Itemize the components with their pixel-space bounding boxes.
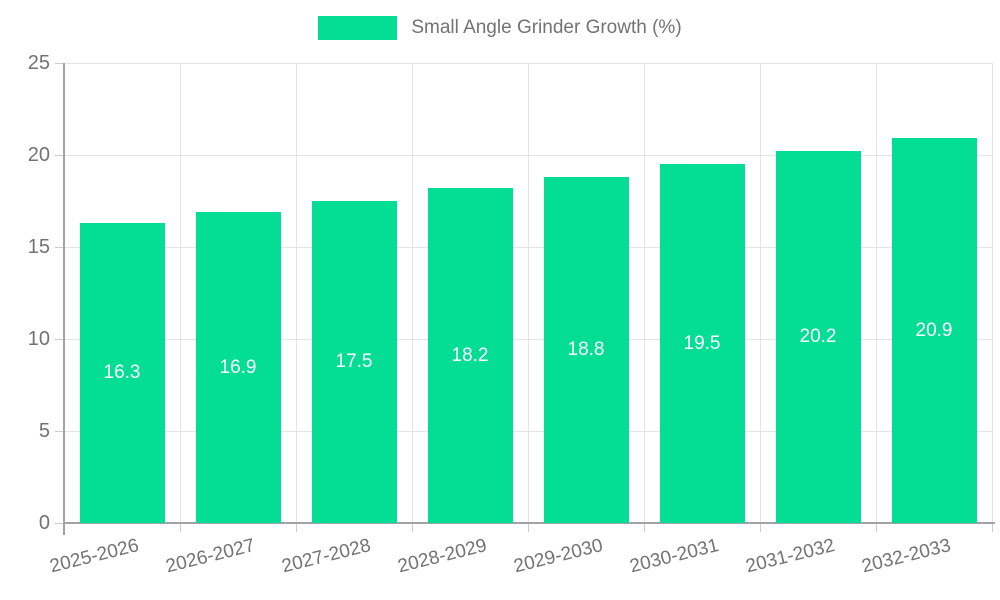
bar[interactable]: [775, 151, 861, 523]
gridline-vertical: [411, 63, 413, 523]
bar[interactable]: [79, 223, 165, 523]
bar[interactable]: [427, 188, 513, 523]
y-axis-tick: [55, 154, 64, 156]
x-axis-tick: [643, 523, 645, 532]
y-axis-tick: [55, 246, 64, 248]
y-axis-label: 10: [27, 328, 50, 350]
y-axis-label: 15: [27, 236, 50, 258]
bar[interactable]: [311, 201, 397, 523]
bar-value-label: 20.9: [915, 319, 953, 341]
bar-value-label: 18.2: [451, 344, 489, 366]
x-axis-label-text: 2032-2033: [859, 535, 954, 578]
legend[interactable]: Small Angle Grinder Growth (%): [0, 16, 1000, 40]
y-axis-tick: [55, 62, 64, 64]
x-axis-tick: [411, 523, 413, 532]
gridline-vertical: [643, 63, 645, 523]
y-axis-tick: [55, 522, 64, 524]
y-axis-tick: [55, 338, 64, 340]
bar[interactable]: [891, 138, 977, 523]
gridline-vertical: [991, 63, 993, 523]
x-axis-line: [63, 522, 995, 524]
gridline-vertical: [875, 63, 877, 523]
bar[interactable]: [195, 212, 281, 523]
bar-value-label: 16.3: [103, 362, 141, 384]
y-axis-line: [63, 63, 65, 535]
x-axis-label: 2032-2033: [728, 535, 953, 577]
y-axis-label: 0: [38, 512, 50, 534]
x-axis-tick: [527, 523, 529, 532]
gridline-vertical: [295, 63, 297, 523]
y-axis-tick: [55, 430, 64, 432]
bar[interactable]: [659, 164, 745, 523]
x-axis-tick: [179, 523, 181, 532]
gridline-vertical: [179, 63, 181, 523]
bar-value-label: 16.9: [219, 356, 257, 378]
y-axis-label: 20: [27, 144, 50, 166]
gridline-vertical: [527, 63, 529, 523]
x-axis-tick: [295, 523, 297, 532]
x-axis-tick: [875, 523, 877, 532]
x-axis-tick: [991, 523, 993, 532]
bar-value-label: 17.5: [335, 351, 373, 372]
y-axis-label: 25: [27, 52, 50, 74]
legend-swatch: [318, 16, 398, 40]
gridline-vertical: [759, 63, 761, 523]
y-axis-label: 5: [38, 420, 50, 442]
x-axis-tick: [759, 523, 761, 532]
legend-label: Small Angle Grinder Growth (%): [411, 17, 682, 38]
bar-value-label: 19.5: [683, 332, 721, 354]
bar-value-label: 18.8: [567, 339, 605, 361]
bar-value-label: 20.2: [799, 326, 837, 348]
bar[interactable]: [543, 177, 629, 523]
